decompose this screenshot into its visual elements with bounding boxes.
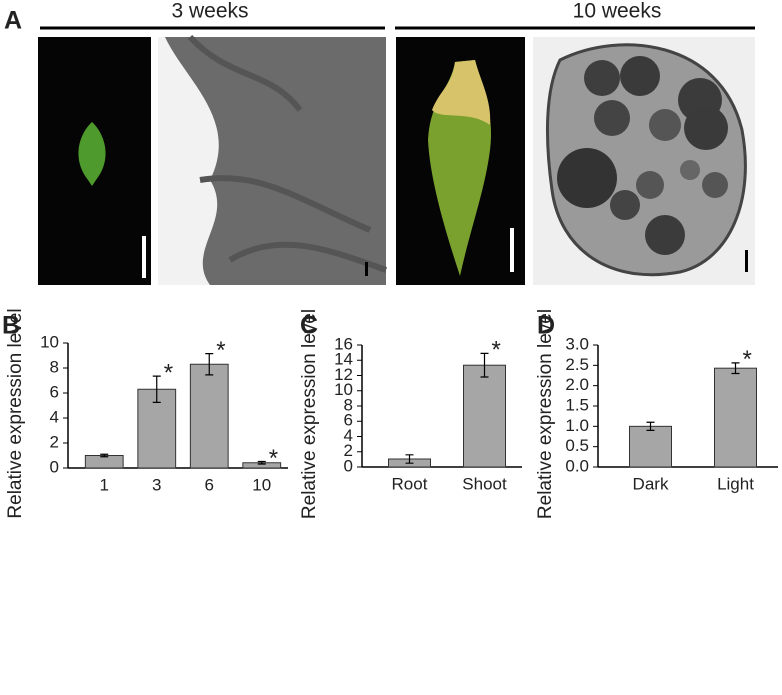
significance: * xyxy=(216,337,225,364)
x-tick-label: Shoot xyxy=(462,474,507,493)
error-bar xyxy=(100,453,109,458)
photo xyxy=(158,34,388,285)
y-tick-label: 2.5 xyxy=(565,355,589,374)
y-tick-label: 2 xyxy=(344,441,353,460)
y-axis-label: Relative expression level xyxy=(535,309,556,519)
y-axis-label: Relative expression level xyxy=(5,308,26,518)
error-bar xyxy=(405,454,414,464)
y-tick-label: 8 xyxy=(50,357,59,376)
x-tick-label: 10 xyxy=(252,475,271,494)
y-tick-label: 1.5 xyxy=(565,395,589,414)
y-tick-label: 10 xyxy=(40,332,59,351)
y-tick-label: 4 xyxy=(344,426,353,445)
photo xyxy=(38,37,151,285)
y-tick-label: 1.0 xyxy=(565,416,589,435)
y-tick-label: 0.5 xyxy=(565,436,589,455)
photo xyxy=(533,37,755,285)
error-bar xyxy=(731,362,740,375)
y-tick-label: 0 xyxy=(344,456,353,475)
y-axis-label: Relative expression level xyxy=(299,309,320,519)
y-tick-label: 6 xyxy=(344,411,353,430)
bar xyxy=(463,364,506,468)
significance: * xyxy=(743,346,752,373)
x-tick-label: 1 xyxy=(100,475,109,494)
group-label: 3 weeks xyxy=(171,0,248,23)
x-tick-label: 3 xyxy=(152,475,161,494)
y-tick-label: 8 xyxy=(344,395,353,414)
error-bar xyxy=(205,353,214,376)
error-bar xyxy=(257,460,266,465)
significance: * xyxy=(492,337,501,364)
y-tick-label: 14 xyxy=(334,350,353,369)
bar xyxy=(629,425,672,468)
y-tick-label: 16 xyxy=(334,334,353,353)
y-tick-label: 0.0 xyxy=(565,456,589,475)
error-bar xyxy=(480,352,489,378)
bar xyxy=(714,367,757,468)
significance: * xyxy=(269,445,278,472)
y-tick-label: 10 xyxy=(334,380,353,399)
x-tick-label: Dark xyxy=(633,474,669,493)
group-label: 10 weeks xyxy=(573,0,662,23)
x-tick-label: 6 xyxy=(205,475,214,494)
y-tick-label: 3.0 xyxy=(565,334,589,353)
panel-label: B xyxy=(2,312,20,340)
y-tick-label: 4 xyxy=(50,407,59,426)
photo xyxy=(396,37,525,285)
error-bar xyxy=(152,375,161,403)
panel-label: D xyxy=(537,312,555,340)
y-tick-label: 0 xyxy=(50,457,59,476)
panel-label: C xyxy=(300,312,318,340)
error-bar xyxy=(646,421,655,431)
y-tick-label: 2.0 xyxy=(565,375,589,394)
y-tick-label: 2 xyxy=(50,432,59,451)
x-tick-label: Root xyxy=(392,474,428,493)
x-tick-label: Light xyxy=(717,474,754,493)
y-tick-label: 6 xyxy=(50,382,59,401)
bar xyxy=(189,363,229,469)
panel-label: A xyxy=(4,7,22,35)
bar xyxy=(84,455,124,469)
y-tick-label: 12 xyxy=(334,365,353,384)
significance: * xyxy=(164,359,173,386)
